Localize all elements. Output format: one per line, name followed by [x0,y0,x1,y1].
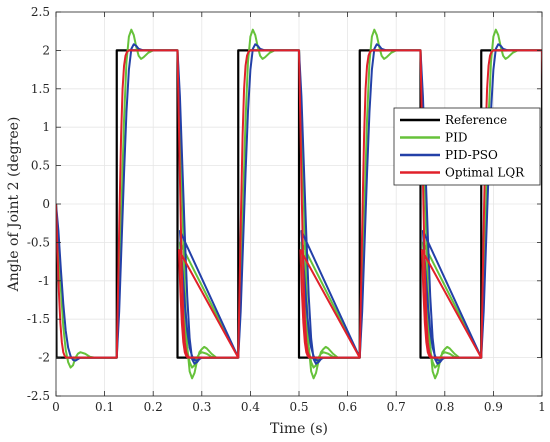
x-tick-label: 0.1 [95,400,114,414]
x-tick-label: 1 [538,400,546,414]
axis-ticks: 0 0.1 0.2 0.3 0.4 0.5 0.6 0.7 0.8 0.9 1 -2.5 -2 -1.5 -… [27,5,546,414]
y-tick-label: -1.5 [27,312,50,326]
x-tick-label: 0.2 [144,400,163,414]
x-tick-label: 0.7 [387,400,406,414]
x-tick-label: 0.6 [338,400,357,414]
x-tick-label: 0.9 [484,400,503,414]
y-tick-label: 2 [42,43,50,57]
x-tick-label: 0.3 [192,400,211,414]
series-line-optimal-lqr [56,49,542,359]
legend: Reference PID PID-PSO Optimal LQR [393,107,541,186]
y-tick-label: 0.5 [31,159,50,173]
legend-label-pid: PID [445,131,467,145]
y-tick-label: 1.5 [31,82,50,96]
y-tick-label: 2.5 [31,5,50,19]
y-tick-label: 0 [42,197,50,211]
y-axis-label: Angle of Joint 2 (degree) [6,117,22,293]
x-tick-label: 0.8 [435,400,454,414]
y-tick-label: -0.5 [27,235,50,249]
legend-label-reference: Reference [445,113,507,127]
series-layer [56,28,542,380]
y-tick-label: -2.5 [27,389,50,403]
x-tick-label: 0.5 [289,400,308,414]
x-tick-label: 0 [52,400,60,414]
legend-label-pid-pso: PID-PSO [445,148,498,162]
x-axis-label: Time (s) [270,421,328,437]
y-tick-label: 1 [42,120,50,134]
y-tick-label: -2 [38,351,50,365]
x-tick-label: 0.4 [241,400,260,414]
legend-label-optimal-lqr: Optimal LQR [445,166,525,180]
y-tick-label: -1 [38,274,50,288]
